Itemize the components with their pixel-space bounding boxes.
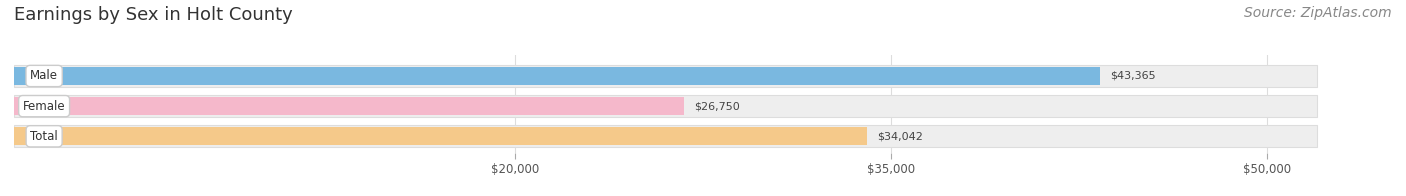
Text: Source: ZipAtlas.com: Source: ZipAtlas.com [1244,6,1392,20]
Bar [14,125,1317,147]
Bar [14,95,1317,117]
Text: Male: Male [30,70,58,83]
Bar [14,127,868,145]
Text: $43,365: $43,365 [1111,71,1156,81]
Text: Total: Total [31,130,58,143]
Bar [14,97,685,115]
Bar [14,65,1317,87]
Bar [14,67,1101,85]
Text: Earnings by Sex in Holt County: Earnings by Sex in Holt County [14,6,292,24]
Text: Female: Female [22,100,66,113]
Text: $34,042: $34,042 [877,131,922,141]
Text: $26,750: $26,750 [695,101,740,111]
